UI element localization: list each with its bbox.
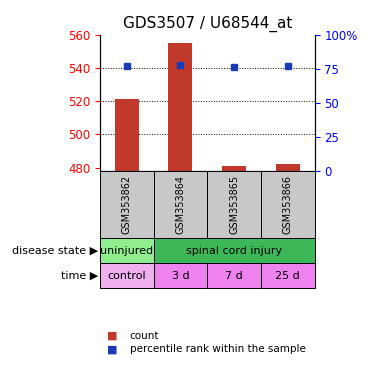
Bar (100, 171, 154, 238)
Bar (100, 238, 154, 263)
Bar (154, 263, 207, 288)
Text: disease state ▶: disease state ▶ (12, 245, 98, 256)
Bar (154, 238, 314, 263)
Bar (154, 171, 207, 238)
Text: percentile rank within the sample: percentile rank within the sample (130, 344, 305, 354)
Bar (261, 263, 314, 288)
Bar (207, 171, 261, 238)
Text: control: control (107, 270, 146, 281)
Text: ■: ■ (107, 344, 118, 354)
Text: ■: ■ (107, 331, 118, 341)
Text: 3 d: 3 d (172, 270, 189, 281)
Text: GSM353862: GSM353862 (122, 175, 132, 234)
Bar (115, 99, 139, 171)
Title: GDS3507 / U68544_at: GDS3507 / U68544_at (122, 16, 292, 32)
Bar (207, 263, 261, 288)
Text: count: count (130, 331, 159, 341)
Text: uninjured: uninjured (100, 245, 153, 256)
Text: 7 d: 7 d (225, 270, 243, 281)
Text: 25 d: 25 d (275, 270, 300, 281)
Text: time ▶: time ▶ (61, 270, 98, 281)
Bar (100, 263, 154, 288)
Bar (276, 164, 300, 171)
Text: GSM353864: GSM353864 (175, 175, 185, 234)
Bar (168, 43, 192, 171)
Bar (261, 171, 314, 238)
Text: spinal cord injury: spinal cord injury (186, 245, 282, 256)
Text: GSM353865: GSM353865 (229, 175, 239, 234)
Text: GSM353866: GSM353866 (283, 175, 293, 234)
Bar (222, 166, 246, 171)
